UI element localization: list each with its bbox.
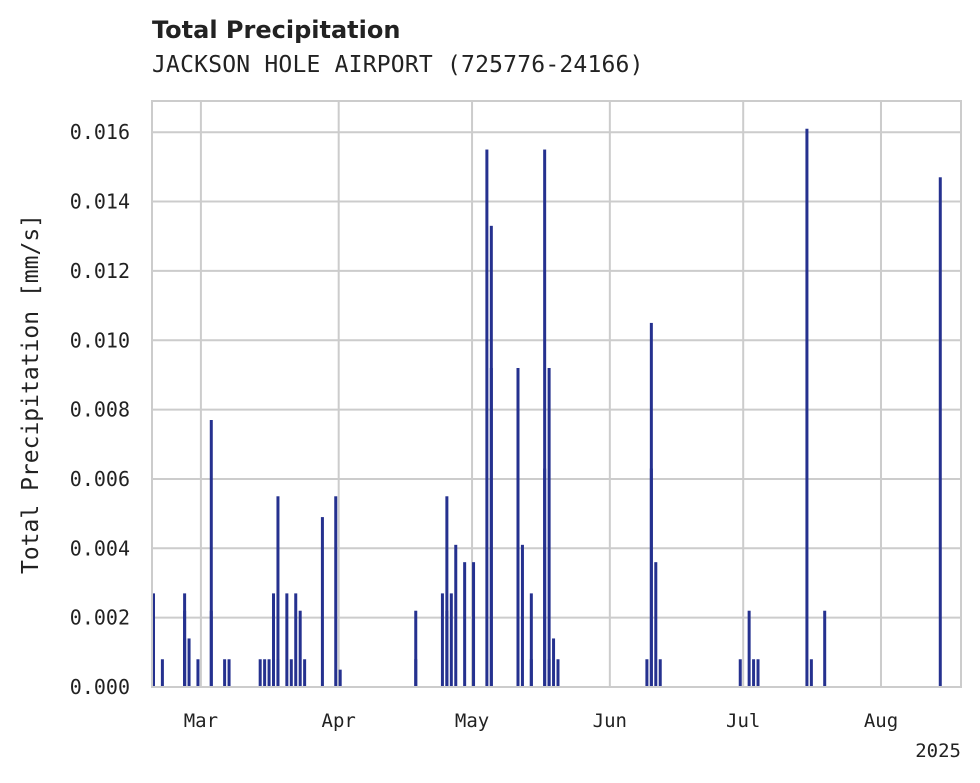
precipitation-bar [747, 610, 751, 687]
precipitation-bar [272, 593, 276, 687]
x-tick-label: May [455, 710, 489, 732]
x-year-label: 2025 [915, 740, 961, 762]
precipitation-bar [258, 659, 262, 687]
precipitation-bar [520, 544, 524, 687]
y-axis-label: Total Precipitation [mm/s] [18, 214, 44, 574]
precipitation-bar [338, 669, 342, 687]
precipitation-bar [449, 593, 453, 687]
precipitation-bar [543, 149, 547, 687]
precipitation-bar [209, 420, 213, 687]
precipitation-bar [320, 517, 324, 687]
precipitation-bar [223, 659, 227, 687]
precipitation-bar [805, 128, 809, 688]
x-tick-label: Aug [864, 710, 898, 732]
precipitation-bar [552, 638, 556, 687]
precipitation-bar [547, 659, 551, 687]
precipitation-bar [654, 562, 658, 687]
precipitation-bar [276, 659, 280, 687]
precipitation-bar [160, 659, 164, 687]
precipitation-bar [152, 593, 155, 687]
precipitation-bar [485, 149, 489, 687]
precipitation-bar [938, 177, 942, 687]
precipitation-bar [263, 659, 267, 687]
y-tick-label: 0.002 [70, 606, 130, 630]
precipitation-bar [472, 562, 476, 687]
precipitation-bar [489, 367, 493, 687]
precipitation-bar [445, 496, 449, 687]
y-tick-label: 0.004 [70, 536, 130, 560]
x-tick-label: Mar [184, 710, 218, 732]
precipitation-bar [187, 638, 191, 687]
precipitation-bar [298, 610, 302, 687]
precipitation-bar [285, 593, 289, 687]
precipitation-bar [645, 659, 649, 687]
precipitation-bar [445, 610, 449, 687]
chart-subtitle: JACKSON HOLE AIRPORT (725776-24166) [152, 52, 644, 78]
precipitation-bar [414, 659, 418, 687]
precipitation-bar [756, 659, 760, 687]
precipitation-bar [267, 659, 271, 687]
precipitation-bar [738, 659, 742, 687]
precipitation-bar [463, 562, 467, 687]
precipitation-bar [809, 659, 813, 687]
precipitation-bar [752, 659, 756, 687]
precipitation-bar [454, 544, 458, 687]
precipitation-bar [334, 496, 338, 687]
precipitation-bar [414, 610, 418, 687]
grid-lines [152, 101, 961, 688]
bars [152, 128, 942, 688]
precipitation-bar [183, 610, 187, 687]
precipitation-bar [516, 367, 520, 687]
y-tick-labels: 0.000 0.002 0.004 0.006 0.008 0.010 0.012 0.014… [70, 120, 130, 699]
y-tick-label: 0.006 [70, 467, 130, 491]
precipitation-bar [547, 367, 551, 687]
precipitation-bar [272, 659, 276, 687]
precipitation-bar [649, 468, 653, 687]
precipitation-bar [196, 659, 200, 687]
precipitation-bar [529, 593, 533, 687]
plot-frame [151, 100, 962, 688]
precipitation-bar [294, 593, 298, 687]
x-tick-label: Apr [322, 710, 356, 732]
y-tick-label: 0.008 [70, 398, 130, 422]
precipitation-bar [303, 659, 307, 687]
chart-title: Total Precipitation [152, 16, 401, 44]
y-tick-label: 0.010 [70, 328, 130, 352]
x-tick-label: Jun [593, 710, 627, 732]
precipitation-bar [440, 593, 444, 687]
precipitation-bar [227, 659, 231, 687]
y-tick-label: 0.016 [70, 120, 130, 144]
precipitation-bar [658, 659, 662, 687]
y-tick-label: 0.012 [70, 259, 130, 283]
precipitation-bar [289, 659, 293, 687]
precipitation-bar [529, 659, 533, 687]
y-tick-label: 0.000 [70, 675, 130, 699]
y-tick-label: 0.014 [70, 190, 130, 214]
precipitation-bar [556, 659, 560, 687]
precipitation-bar [823, 610, 827, 687]
precipitation-bar [276, 496, 280, 687]
x-tick-labels: Mar Apr May Jun Jul Aug [184, 710, 898, 732]
x-tick-label: Jul [726, 710, 760, 732]
